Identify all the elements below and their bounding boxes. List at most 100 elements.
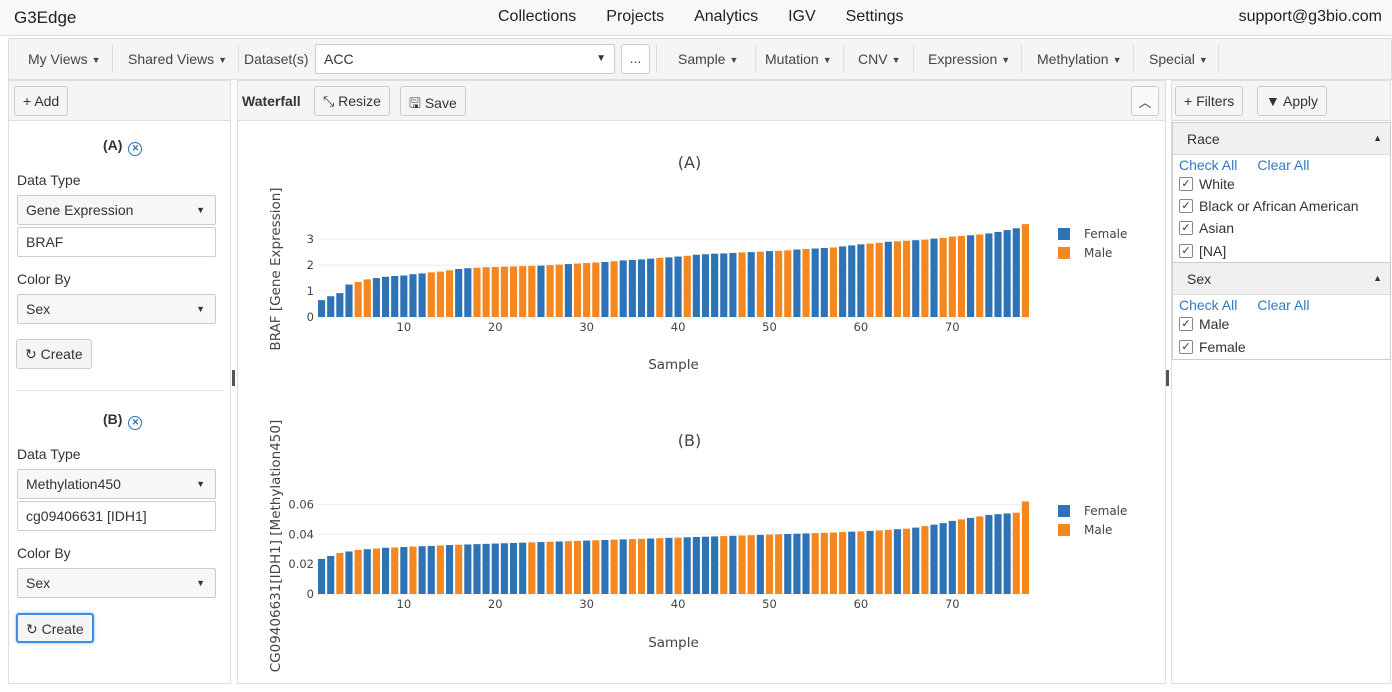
right-splitter-handle[interactable]	[1166, 370, 1169, 386]
legend-label-female: Female	[1084, 504, 1127, 518]
bar-sample-72	[967, 235, 975, 317]
checkbox-checked-icon[interactable]: ✓	[1179, 244, 1193, 258]
my-views-menu[interactable]: My Views ▼	[28, 51, 101, 67]
sex-option-male[interactable]: ✓ Male	[1173, 313, 1390, 335]
bar-sample-25	[537, 542, 545, 594]
race-option-white[interactable]: ✓ White	[1173, 173, 1390, 195]
bar-sample-43	[701, 254, 710, 317]
color-by-select-a[interactable]: Sex ▼	[17, 294, 216, 324]
race-option-asian[interactable]: ✓ Asian	[1173, 217, 1390, 239]
bar-sample-30	[583, 540, 591, 594]
x-axis-label: Sample	[648, 357, 699, 373]
create-button-b[interactable]: ↻ Create	[16, 613, 94, 643]
bar-sample-25	[537, 265, 545, 317]
save-button[interactable]: 🖫 Save	[400, 86, 466, 116]
resize-button[interactable]: ⤡ Resize	[314, 86, 390, 116]
toolbar-divider	[1218, 45, 1219, 73]
checkbox-checked-icon[interactable]: ✓	[1179, 221, 1193, 235]
expression-menu[interactable]: Expression ▼	[928, 51, 1010, 67]
more-datasets-button[interactable]: ...	[621, 44, 650, 74]
save-label: Save	[424, 95, 457, 111]
create-button-a[interactable]: ↻ Create	[16, 339, 92, 369]
collapse-button[interactable]: ︿	[1131, 86, 1159, 116]
bar-sample-13	[427, 545, 435, 594]
x-tick-label: 30	[579, 597, 594, 611]
nav-igv[interactable]: IGV	[788, 8, 816, 25]
bar-sample-34	[619, 539, 627, 594]
sex-facet-header[interactable]: Sex ▲	[1173, 263, 1390, 295]
bar-sample-18	[473, 267, 481, 317]
left-panel-header: + Add	[9, 81, 230, 121]
data-type-select-a[interactable]: Gene Expression ▼	[17, 195, 216, 225]
nav-collections[interactable]: Collections	[498, 8, 577, 25]
y-tick-label: 0	[307, 310, 314, 324]
clear-all-link[interactable]: Clear All	[1257, 157, 1310, 173]
nav-analytics[interactable]: Analytics	[694, 8, 759, 25]
x-tick-label: 40	[671, 597, 686, 611]
gene-input-a[interactable]: BRAF	[17, 227, 216, 257]
check-all-link[interactable]: Check All	[1179, 297, 1238, 313]
bar-sample-17	[464, 544, 472, 594]
clear-all-link[interactable]: Clear All	[1257, 297, 1310, 313]
bar-sample-54	[802, 533, 810, 594]
sex-option-female[interactable]: ✓ Female	[1173, 335, 1390, 359]
nav-settings[interactable]: Settings	[845, 8, 904, 25]
remove-circle-icon[interactable]: ✕	[128, 416, 143, 430]
race-option-na[interactable]: ✓ [NA]	[1173, 239, 1390, 263]
checkbox-checked-icon[interactable]: ✓	[1179, 177, 1193, 191]
option-label: Black or African American	[1199, 198, 1359, 214]
mutation-menu[interactable]: Mutation ▼	[765, 51, 832, 67]
checkbox-checked-icon[interactable]: ✓	[1179, 340, 1193, 354]
check-all-link[interactable]: Check All	[1179, 157, 1238, 173]
bar-sample-59	[848, 245, 856, 317]
option-label: Male	[1199, 316, 1230, 332]
gene-input-b[interactable]: cg09406631 [IDH1]	[17, 501, 216, 531]
nav-projects[interactable]: Projects	[606, 8, 665, 25]
bar-sample-44	[711, 253, 719, 317]
bar-sample-50	[765, 251, 774, 317]
bar-sample-23	[519, 542, 527, 594]
cnv-menu-label: CNV	[858, 51, 888, 67]
left-splitter-handle[interactable]	[232, 370, 235, 386]
bar-sample-55	[811, 248, 819, 317]
bar-sample-64	[893, 529, 902, 594]
color-by-select-b[interactable]: Sex ▼	[17, 568, 216, 598]
sample-menu[interactable]: Sample ▼	[678, 51, 738, 67]
brand-logo[interactable]: G3Edge	[14, 8, 77, 27]
toolbar-divider	[755, 45, 756, 73]
data-type-select-b[interactable]: Methylation450 ▼	[17, 469, 216, 499]
methylation-menu[interactable]: Methylation ▼	[1037, 51, 1122, 67]
bar-sample-14	[436, 545, 444, 594]
add-filter-button[interactable]: + Filters	[1175, 86, 1244, 116]
caret-down-icon: ▼	[1112, 55, 1122, 65]
race-option-black[interactable]: ✓ Black or African American	[1173, 195, 1390, 217]
color-by-value: Sex	[26, 301, 51, 317]
shared-views-menu[interactable]: Shared Views ▼	[128, 51, 227, 67]
sex-facet-links: Check All Clear All	[1173, 295, 1390, 313]
add-plot-button[interactable]: + Add	[14, 86, 69, 116]
collapse-up-icon: ▲	[1373, 273, 1382, 283]
x-tick-label: 70	[945, 597, 960, 611]
resize-icon: ⤡	[323, 93, 335, 109]
apply-filters-button[interactable]: ▼ Apply	[1257, 86, 1328, 116]
collapse-up-icon: ▲	[1373, 133, 1382, 143]
support-email-link[interactable]: support@g3bio.com	[1238, 8, 1382, 25]
race-facet-header[interactable]: Race ▲	[1173, 123, 1390, 155]
bar-sample-4	[345, 284, 353, 317]
dataset-select[interactable]: ACC ▼	[315, 44, 615, 74]
cnv-menu[interactable]: CNV ▼	[858, 51, 900, 67]
y-tick-label: 0.04	[288, 527, 314, 541]
checkbox-checked-icon[interactable]: ✓	[1179, 199, 1193, 213]
bar-sample-46	[729, 252, 737, 317]
bar-sample-5	[354, 549, 362, 594]
remove-circle-icon[interactable]: ✕	[128, 142, 143, 156]
x-tick-label: 30	[579, 320, 594, 334]
dataset-value: ACC	[324, 51, 354, 67]
sex-facet-title: Sex	[1187, 271, 1212, 287]
checkbox-checked-icon[interactable]: ✓	[1179, 317, 1193, 331]
legend-swatch-female	[1058, 505, 1070, 517]
bar-sample-26	[546, 541, 554, 594]
bar-sample-11	[409, 546, 417, 594]
y-tick-label: 0.02	[288, 557, 314, 571]
special-menu[interactable]: Special ▼	[1149, 51, 1208, 67]
